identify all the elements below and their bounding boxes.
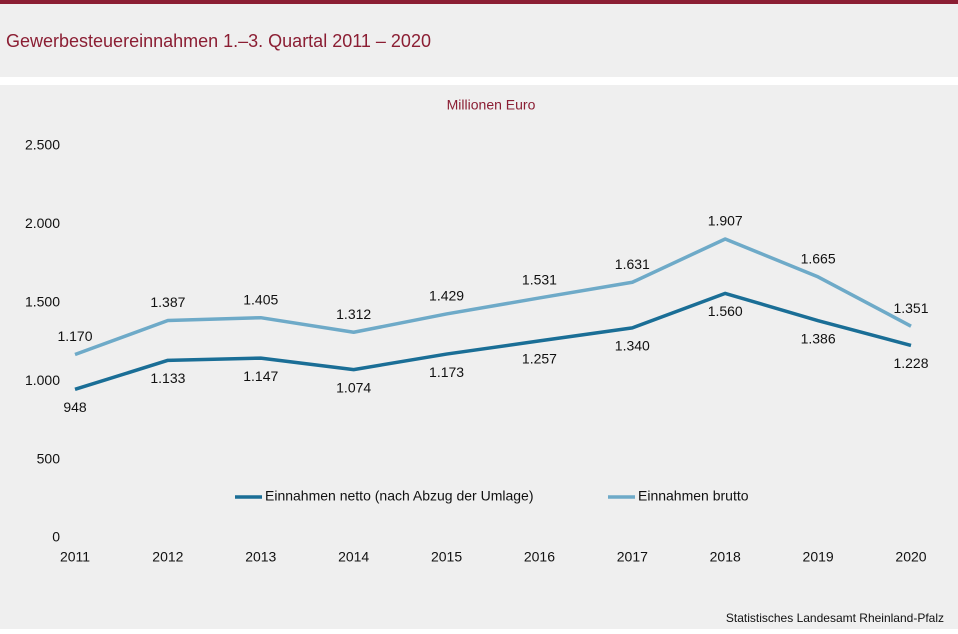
- data-label: 1.257: [522, 351, 557, 367]
- x-tick-label: 2011: [60, 549, 90, 565]
- y-tick-label: 0: [52, 529, 60, 545]
- data-label: 1.074: [336, 379, 371, 395]
- data-label: 1.228: [893, 355, 928, 371]
- y-tick-label: 1.000: [25, 372, 60, 388]
- x-tick-label: 2015: [431, 549, 462, 565]
- series-line: [74, 291, 912, 392]
- y-tick-label: 2.500: [25, 137, 60, 153]
- x-tick-label: 2017: [617, 549, 648, 565]
- series-line: [74, 237, 912, 357]
- data-label: 1.429: [429, 288, 464, 304]
- data-label: 1.312: [336, 306, 371, 322]
- subtitle: Millionen Euro: [447, 97, 536, 113]
- data-label: 1.405: [243, 291, 278, 307]
- data-label: 1.560: [708, 303, 743, 319]
- data-label: 1.907: [708, 213, 743, 229]
- legend-label: Einnahmen brutto: [638, 488, 749, 504]
- top-bar: [0, 0, 958, 4]
- x-tick-label: 2020: [895, 549, 926, 565]
- x-tick-label: 2019: [803, 549, 834, 565]
- data-label: 1.340: [615, 338, 650, 354]
- y-tick-label: 1.500: [25, 294, 60, 310]
- y-tick-label: 500: [37, 450, 61, 466]
- source: Statistisches Landesamt Rheinland-Pfalz: [726, 611, 944, 625]
- data-label: 948: [63, 399, 87, 415]
- x-tick-label: 2014: [338, 549, 369, 565]
- data-label: 1.387: [150, 294, 185, 310]
- data-label: 1.531: [522, 272, 557, 288]
- data-label: 1.173: [429, 364, 464, 380]
- data-label: 1.351: [893, 300, 928, 316]
- data-label: 1.133: [150, 370, 185, 386]
- y-tick-label: 2.000: [25, 215, 60, 231]
- x-tick-label: 2016: [524, 549, 555, 565]
- chart-panel: [0, 85, 958, 629]
- data-label: 1.147: [243, 368, 278, 384]
- header-panel: [0, 4, 958, 77]
- x-tick-label: 2012: [152, 549, 183, 565]
- data-label: 1.631: [615, 256, 650, 272]
- legend-label: Einnahmen netto (nach Abzug der Umlage): [265, 488, 534, 504]
- data-label: 1.170: [57, 328, 92, 344]
- x-tick-label: 2013: [245, 549, 276, 565]
- data-label: 1.386: [801, 330, 836, 346]
- data-label: 1.665: [801, 251, 836, 267]
- chart-title: Gewerbesteuereinnahmen 1.–3. Quartal 201…: [6, 31, 431, 51]
- x-tick-label: 2018: [710, 549, 741, 565]
